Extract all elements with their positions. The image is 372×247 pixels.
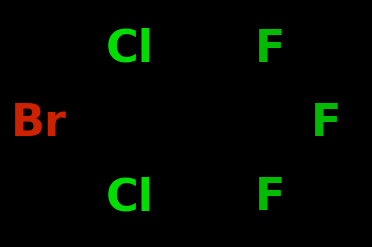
Text: Cl: Cl xyxy=(106,28,154,71)
Text: Br: Br xyxy=(11,102,67,145)
Text: Cl: Cl xyxy=(106,176,154,219)
Text: F: F xyxy=(255,176,285,219)
Text: F: F xyxy=(255,28,285,71)
Text: F: F xyxy=(311,102,341,145)
